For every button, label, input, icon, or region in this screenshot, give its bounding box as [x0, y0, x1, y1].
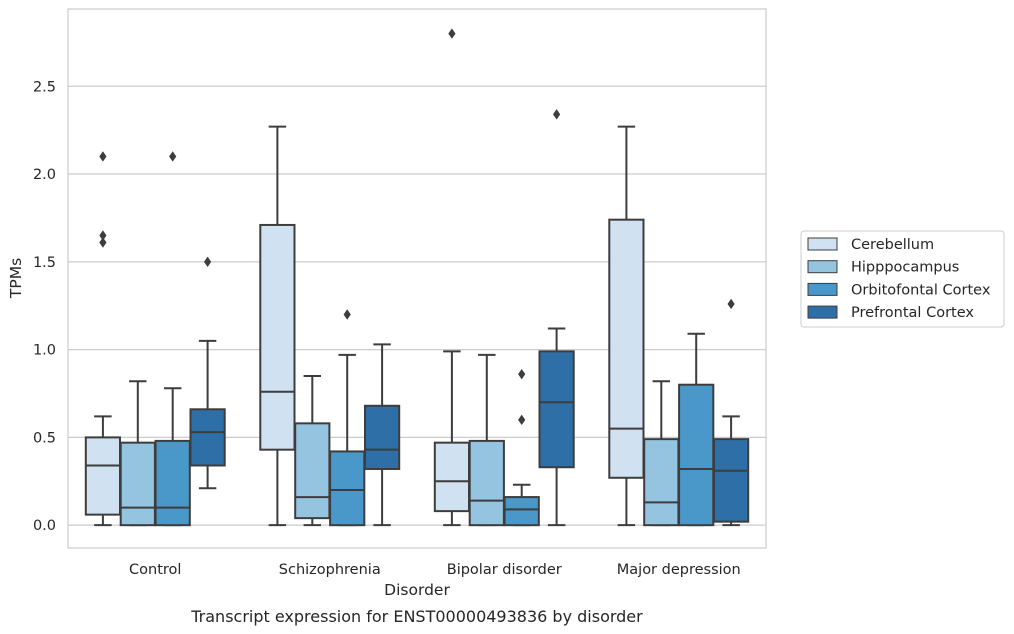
box — [189, 408, 226, 467]
box — [84, 436, 122, 516]
box-group — [608, 125, 645, 527]
outlier-point — [99, 237, 107, 248]
box-group — [678, 332, 715, 527]
y-tick-label: 2.0 — [33, 167, 56, 183]
box — [294, 422, 331, 520]
y-tick-label: 0.5 — [33, 430, 56, 446]
legend-swatch — [807, 260, 838, 274]
box-group — [294, 374, 331, 527]
box — [712, 438, 750, 523]
box — [608, 218, 645, 479]
box — [538, 350, 575, 469]
outlier-point — [169, 151, 177, 162]
x-axis-label: Disorder — [384, 581, 450, 599]
legend-label: Hipppocampus — [851, 260, 959, 276]
outlier-point — [727, 298, 735, 310]
box — [329, 450, 366, 527]
legend-label: Prefrontal Cortex — [851, 305, 974, 321]
legend-label: Orbitofontal Cortex — [851, 282, 991, 298]
box-group — [503, 368, 540, 527]
box-group — [189, 256, 226, 490]
x-tick-label: Major depression — [617, 562, 741, 578]
legend-entries: Cerebellum Hipppocampus Orbitofontal Corte… — [807, 237, 991, 321]
x-tick-label: Bipolar disorder — [447, 562, 562, 578]
box — [503, 496, 540, 527]
outlier-point — [204, 256, 212, 268]
y-tick-label: 0.0 — [33, 518, 56, 534]
box — [643, 438, 680, 527]
box-group — [363, 343, 401, 527]
box — [468, 439, 505, 527]
x-tick-labels: Control Schizophrenia Bipolar disorder Majo… — [129, 562, 741, 578]
box — [259, 223, 296, 451]
outlier-point — [99, 230, 107, 241]
outlier-point — [518, 368, 526, 380]
x-tick-label: Control — [129, 562, 181, 578]
outlier-point — [518, 414, 526, 426]
legend-frame — [800, 230, 1005, 328]
y-tick-label: 1.0 — [33, 343, 56, 359]
outlier-point — [99, 151, 107, 162]
outlier-point — [553, 109, 561, 120]
box-group — [329, 309, 366, 527]
box-group — [468, 353, 505, 527]
box — [154, 439, 191, 527]
chart-caption: Transcript expression for ENST0000049383… — [190, 607, 643, 626]
box — [678, 383, 715, 527]
y-tick-labels: 0.0 0.5 1.0 1.5 2.0 2.5 — [33, 79, 56, 534]
legend-swatch — [807, 305, 838, 319]
box-group — [154, 151, 191, 527]
y-axis-label: TPMs — [7, 258, 25, 299]
legend-swatch — [807, 237, 838, 251]
x-tick-label: Schizophrenia — [279, 562, 381, 578]
outlier-point — [448, 28, 456, 39]
box — [119, 441, 156, 527]
box — [433, 441, 471, 513]
box-group — [712, 298, 750, 527]
box-group — [538, 109, 575, 527]
legend-swatch — [807, 282, 838, 296]
outlier-point — [343, 309, 351, 320]
box-group — [433, 28, 471, 527]
box-group — [259, 125, 296, 527]
boxes — [84, 28, 750, 527]
box — [363, 404, 401, 470]
y-tick-label: 2.5 — [33, 79, 56, 95]
plot-area-frame — [67, 8, 767, 549]
legend: Cerebellum Hipppocampus Orbitofontal Corte… — [800, 230, 1005, 328]
y-tick-label: 1.5 — [33, 255, 56, 271]
legend-label: Cerebellum — [851, 237, 934, 253]
